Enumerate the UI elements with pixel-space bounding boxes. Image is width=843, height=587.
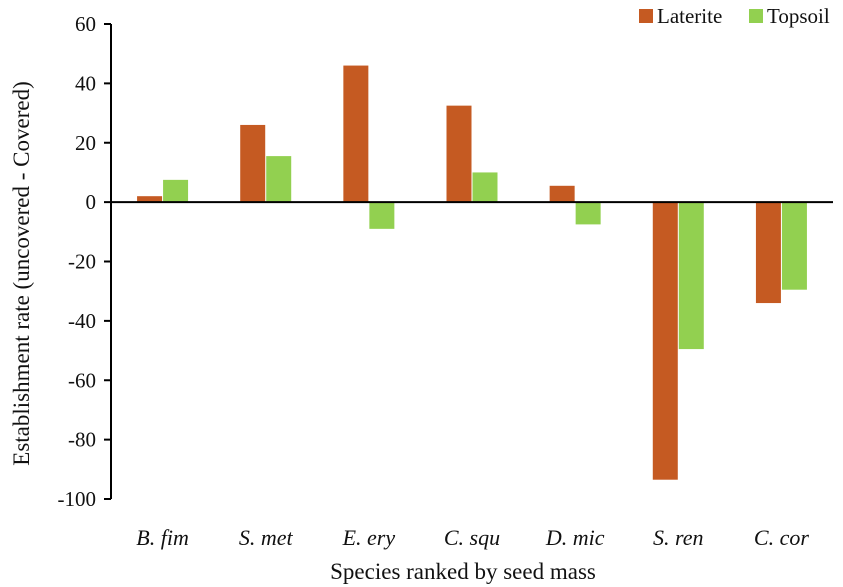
x-axis-category-labels: B. fim S. met E. ery C. squ D. mic S. ren C. c… (136, 525, 809, 550)
bar-topsoil-2 (266, 156, 292, 203)
bar-topsoil-6 (678, 202, 704, 350)
x-category-label: S. ren (653, 525, 704, 550)
y-tick-label: -60 (68, 368, 96, 392)
x-category-label: S. met (239, 525, 294, 550)
bar-topsoil-7 (781, 202, 807, 290)
y-tick-label: -20 (68, 250, 96, 274)
x-axis-title: Species ranked by seed mass (330, 559, 596, 584)
y-tick-label: -100 (58, 487, 97, 511)
y-tick-label: -80 (68, 428, 96, 452)
bar-laterite-2 (240, 124, 266, 203)
bar-laterite-4 (446, 105, 472, 203)
y-axis-title: Establishment rate (uncovered - Covered) (9, 81, 34, 465)
bar-topsoil-3 (369, 202, 395, 229)
bar-laterite-3 (343, 65, 369, 203)
bar-laterite-5 (549, 185, 575, 203)
x-category-label: C. squ (444, 525, 500, 550)
bar-topsoil-4 (472, 172, 498, 203)
y-tick-label: 0 (86, 190, 97, 214)
x-category-label: C. cor (754, 525, 809, 550)
legend-swatch-laterite (639, 9, 653, 23)
y-tick-label: 60 (75, 12, 96, 36)
legend-label-laterite: Laterite (657, 4, 722, 28)
legend: Laterite Topsoil (639, 4, 830, 28)
legend-swatch-topsoil (749, 9, 763, 23)
x-category-label: D. mic (545, 525, 605, 550)
y-tick-label: 40 (75, 71, 96, 95)
y-tick-label: 20 (75, 131, 96, 155)
x-category-label: B. fim (136, 525, 189, 550)
x-category-label: E. ery (342, 525, 396, 550)
bar-laterite-1 (137, 196, 163, 203)
legend-label-topsoil: Topsoil (767, 4, 830, 28)
bars (137, 65, 807, 480)
bar-laterite-7 (755, 202, 781, 304)
bar-topsoil-5 (575, 202, 601, 225)
y-tick-label: -40 (68, 309, 96, 333)
bar-laterite-6 (652, 202, 678, 480)
bar-topsoil-1 (163, 179, 189, 203)
y-axis-ticks: 60 40 20 0 -20 -40 -60 -80 -100 (58, 12, 111, 511)
